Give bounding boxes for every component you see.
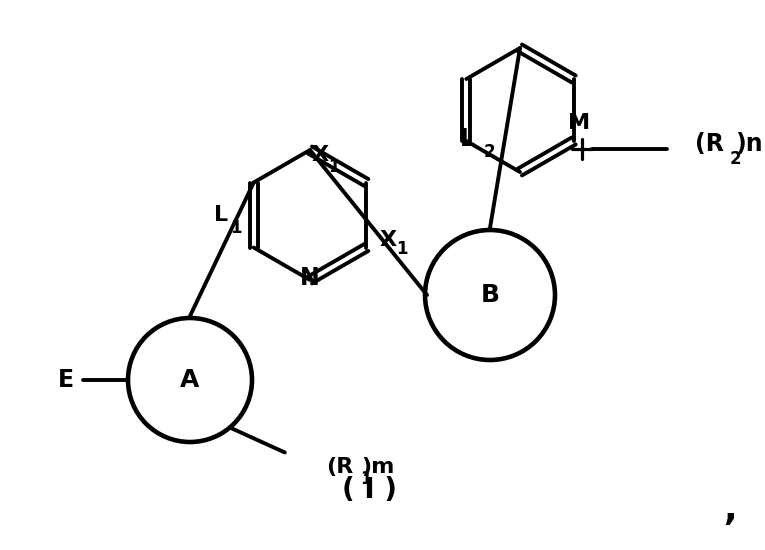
Text: )m: )m	[361, 458, 395, 477]
Text: B: B	[480, 283, 500, 307]
Text: L: L	[213, 205, 228, 225]
Text: 2: 2	[730, 150, 741, 168]
Text: )n: )n	[735, 132, 763, 156]
Text: N: N	[300, 266, 320, 290]
Text: 1: 1	[360, 470, 372, 488]
Text: (R: (R	[695, 132, 724, 156]
Text: A: A	[181, 368, 200, 392]
Text: X: X	[379, 229, 397, 250]
Text: X: X	[311, 145, 328, 165]
Text: 1: 1	[396, 240, 408, 258]
Text: L: L	[460, 127, 474, 151]
Text: M: M	[568, 113, 590, 133]
Text: (R: (R	[326, 458, 353, 477]
Text: 1: 1	[328, 158, 340, 176]
Text: 2: 2	[483, 143, 495, 161]
Text: 1: 1	[230, 219, 242, 237]
Text: E: E	[58, 368, 74, 392]
Text: ( I ): ( I )	[343, 476, 398, 504]
Text: ,: ,	[723, 493, 737, 527]
